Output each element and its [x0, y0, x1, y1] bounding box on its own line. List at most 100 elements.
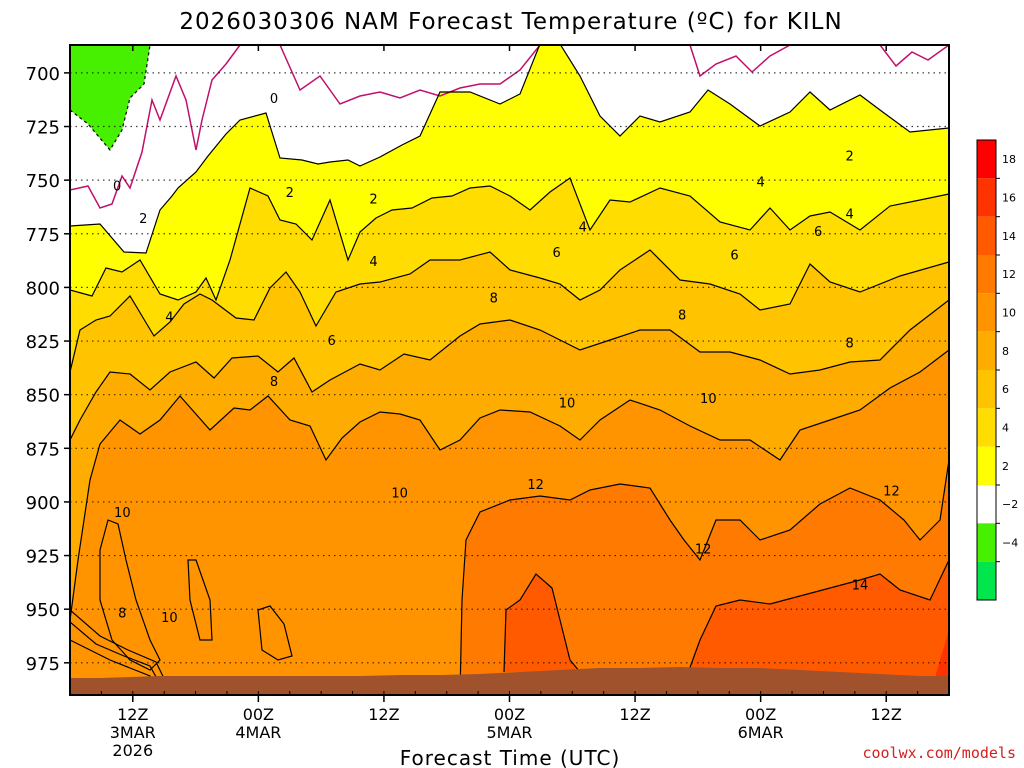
contour-4-edge — [70, 609, 173, 695]
contour-label: 8 — [118, 607, 126, 622]
terrain — [70, 667, 949, 695]
contour-2 — [70, 45, 949, 254]
contour-label: 4 — [165, 311, 173, 326]
x-tick-label: 4MAR — [235, 723, 281, 742]
y-tick-label: 900 — [26, 493, 60, 514]
colorbar-label: −4 — [1002, 537, 1018, 550]
colorbar-segment — [977, 561, 996, 600]
colorbar-segment — [977, 523, 996, 562]
contour-label: 12 — [883, 484, 900, 499]
x-tick-label: 00Z — [243, 705, 274, 724]
contour-label: 8 — [845, 336, 853, 351]
y-tick-label: 950 — [26, 600, 60, 621]
contour-label: 6 — [814, 225, 822, 240]
contour-label: 10 — [700, 392, 717, 407]
colorbar-segment — [977, 408, 996, 447]
contour-label: 8 — [270, 375, 278, 390]
contour-label: 6 — [552, 246, 560, 261]
x-tick-label: 00Z — [494, 705, 525, 724]
contour-label: 6 — [730, 248, 738, 263]
colorbar-segment — [977, 370, 996, 409]
contour-14 — [503, 559, 949, 695]
y-tick-label: 875 — [26, 439, 60, 460]
y-tick-label: 925 — [26, 547, 60, 568]
contour-label: 10 — [114, 506, 131, 521]
y-tick-label: 825 — [26, 332, 60, 353]
colorbar-label: 16 — [1002, 192, 1016, 205]
colorbar-label: −2 — [1002, 498, 1018, 511]
colorbar-label: 2 — [1002, 460, 1009, 473]
zero-contour-east — [689, 45, 949, 78]
x-tick-label: 12Z — [619, 705, 650, 724]
x-tick-label: 00Z — [745, 705, 776, 724]
contour-label: 8 — [678, 308, 686, 323]
contour-10 — [70, 349, 949, 621]
contour-label: 4 — [757, 175, 765, 190]
x-tick-label: 12Z — [871, 705, 902, 724]
contour-8 — [70, 299, 949, 441]
contour-6-edge — [70, 621, 167, 695]
colorbar-label: 10 — [1002, 307, 1016, 320]
y-tick-label: 975 — [26, 654, 60, 675]
contour-10-pocket-2 — [257, 605, 293, 661]
colorbar-segment — [977, 485, 996, 524]
contour-10-pocket-3 — [187, 559, 213, 641]
chart-title: 2026030306 NAM Forecast Temperature (ºC)… — [179, 9, 842, 35]
contour-label: 2 — [286, 186, 294, 201]
colorbar-segment — [977, 446, 996, 485]
zero-contour-mid — [279, 45, 541, 105]
contour-label: 0 — [270, 92, 278, 107]
y-tick-label: 775 — [26, 225, 60, 246]
credit-text: coolwx.com/models — [862, 744, 1016, 762]
contour-label: 0 — [113, 180, 121, 195]
contour-label: 4 — [579, 220, 587, 235]
contour-label: 2 — [369, 193, 377, 208]
plot-area — [70, 45, 949, 695]
contour-label: 2 — [139, 212, 147, 227]
colorbar-label: 6 — [1002, 383, 1009, 396]
x-tick-label: 6MAR — [738, 723, 784, 742]
contour-label: 10 — [161, 611, 178, 626]
colorbar-segment — [977, 178, 996, 217]
contour-label: 12 — [527, 478, 544, 493]
x-tick-label: 5MAR — [486, 723, 532, 742]
contour-4 — [70, 177, 949, 302]
colorbar-label: 4 — [1002, 422, 1009, 435]
colorbar-segment — [977, 140, 996, 179]
contour-label: 10 — [391, 486, 408, 501]
x-tick-label: 12Z — [117, 705, 148, 724]
colorbar-label: 8 — [1002, 345, 1009, 358]
y-tick-label: 725 — [26, 118, 60, 139]
zero-contours — [70, 45, 949, 209]
x-tick-label: 2026 — [112, 741, 153, 760]
contour-labels: 0 0 2 2 2 2 4 4 4 4 4 6 6 6 6 8 8 8 8 10 10 10 10 10 8 12 12 12 14 — [113, 92, 900, 626]
band-14-16 — [504, 560, 949, 695]
contour-label: 14 — [852, 579, 869, 594]
contour-10-pocket — [99, 519, 161, 671]
contour-label: 6 — [327, 334, 335, 349]
contour-6 — [70, 249, 949, 373]
y-tick-label: 850 — [26, 386, 60, 407]
band-0-minus2 — [70, 45, 150, 150]
zero-contour-west — [70, 45, 241, 209]
contour-label: 4 — [369, 255, 377, 270]
pressure-gridlines — [70, 72, 949, 664]
y-tick-label: 750 — [26, 171, 60, 192]
contour-label: 2 — [845, 150, 853, 165]
colorbar-segment — [977, 255, 996, 294]
colorbar-segment — [977, 331, 996, 370]
y-tick-label: 800 — [26, 278, 60, 299]
y-axis: 700 725 750 775 800 825 850 875 900 925 950 975 — [26, 64, 70, 675]
x-tick-label: 3MAR — [110, 723, 156, 742]
x-tick-label: 12Z — [368, 705, 399, 724]
colorbar-segment — [977, 216, 996, 255]
contour-label: 4 — [845, 208, 853, 223]
colorbar-label: 18 — [1002, 153, 1016, 166]
colorbar-label: 14 — [1002, 230, 1016, 243]
colorbar-label: 12 — [1002, 268, 1016, 281]
colorbar-segment — [977, 293, 996, 332]
y-tick-label: 700 — [26, 64, 60, 85]
contour-minus2 — [70, 45, 151, 152]
x-axis-label: Forecast Time (UTC) — [400, 746, 621, 768]
